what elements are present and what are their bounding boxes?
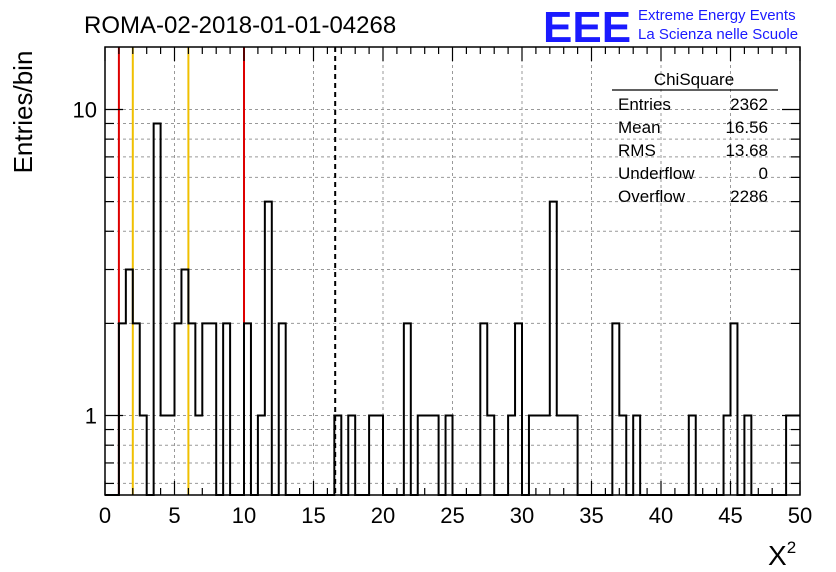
histogram-bin xyxy=(119,323,126,495)
x-tick-label: 35 xyxy=(579,503,603,528)
x-tick-label: 20 xyxy=(371,503,395,528)
x-tick-label: 40 xyxy=(649,503,673,528)
stats-label: Overflow xyxy=(618,187,686,206)
stats-label: Entries xyxy=(618,95,671,114)
stats-value: 2362 xyxy=(730,95,768,114)
histogram-bin xyxy=(209,323,216,495)
x-axis-label: X2 xyxy=(768,538,796,571)
axes xyxy=(104,46,801,496)
y-tick-label: 10 xyxy=(73,97,97,122)
x-tick-label: 15 xyxy=(301,503,325,528)
stats-value: 13.68 xyxy=(725,141,768,160)
x-axis-label-base: X xyxy=(768,540,787,571)
histogram-bin xyxy=(223,323,230,495)
stats-label: Mean xyxy=(618,118,661,137)
y-tick-label: 1 xyxy=(85,404,97,429)
x-tick-label: 50 xyxy=(788,503,812,528)
histogram-bin xyxy=(265,202,272,495)
stats-row-underflow: Underflow 0 xyxy=(618,164,768,183)
logo-line-2: La Scienza nelle Scuole xyxy=(638,26,798,43)
x-tick-labels: 0 5 10 15 20 25 30 35 40 45 50 xyxy=(99,503,812,528)
chart-title: ROMA-02-2018-01-01-04268 xyxy=(84,12,396,39)
histogram-bin xyxy=(133,323,140,495)
histogram-bin xyxy=(154,123,161,495)
stats-box: ChiSquare Entries 2362 Mean 16.56 RMS 13… xyxy=(612,70,778,206)
histogram-bin xyxy=(188,323,195,495)
x-tick-label: 5 xyxy=(168,503,180,528)
logo-mark: EEE xyxy=(543,3,631,52)
x-tick-label: 45 xyxy=(718,503,742,528)
histogram-bin xyxy=(181,270,188,495)
grid xyxy=(105,47,800,495)
stats-row-entries: Entries 2362 xyxy=(618,95,768,114)
histogram-bin xyxy=(480,323,487,495)
histogram-bin xyxy=(175,323,182,495)
eee-logo: EEE Extreme Energy Events La Scienza nel… xyxy=(543,3,798,52)
x-axis-label-superscript: 2 xyxy=(787,538,796,557)
stats-label: RMS xyxy=(618,141,656,160)
histogram-bin xyxy=(404,323,411,495)
x-tick-label: 0 xyxy=(99,503,111,528)
reference-lines xyxy=(117,47,337,495)
x-tick-label: 30 xyxy=(510,503,534,528)
y-axis-label: Entries/bin xyxy=(8,51,38,174)
stats-value: 0 xyxy=(759,164,768,183)
x-tick-label: 25 xyxy=(440,503,464,528)
stats-value: 16.56 xyxy=(725,118,768,137)
histogram-bin xyxy=(202,323,209,495)
stats-row-rms: RMS 13.68 xyxy=(618,141,768,160)
stats-value: 2286 xyxy=(730,187,768,206)
y-tick-labels: 1 10 xyxy=(73,97,97,428)
histogram-bin xyxy=(126,270,133,495)
histogram-bin xyxy=(279,323,286,495)
stats-label: Underflow xyxy=(618,164,695,183)
logo-line-1: Extreme Energy Events xyxy=(638,7,796,24)
histogram-bin xyxy=(612,323,619,495)
x-tick-label: 10 xyxy=(232,503,256,528)
histogram-bin xyxy=(515,323,522,495)
stats-row-mean: Mean 16.56 xyxy=(618,118,768,137)
stats-title: ChiSquare xyxy=(654,70,734,89)
histogram-bin xyxy=(731,323,738,495)
histogram-bin xyxy=(244,323,251,495)
stats-row-overflow: Overflow 2286 xyxy=(618,187,768,206)
histogram-bin xyxy=(550,202,557,495)
